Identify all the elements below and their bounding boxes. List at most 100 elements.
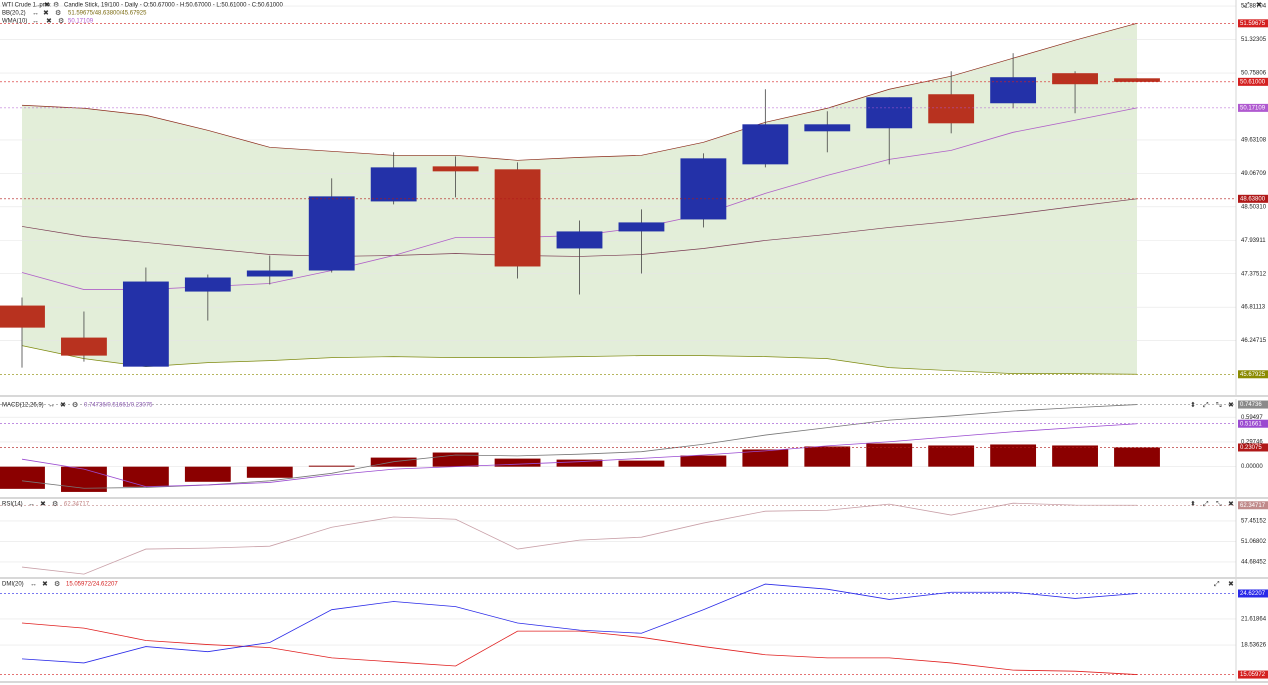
histogram-bar xyxy=(990,444,1037,467)
y-tick-label: 47.37512 xyxy=(1241,271,1267,277)
histogram-bar xyxy=(928,445,975,467)
icon[interactable]: ⚙ xyxy=(54,580,60,588)
y-tick-label: 18.53626 xyxy=(1241,643,1267,649)
icon[interactable]: ↔ xyxy=(32,10,39,17)
candle-body xyxy=(990,77,1037,104)
price-label: 24.62207 xyxy=(1240,591,1266,597)
candle-body xyxy=(184,277,231,292)
price-label: 15.05972 xyxy=(1240,672,1266,678)
candle-body xyxy=(928,94,975,124)
icon[interactable]: ↔ xyxy=(32,18,39,25)
candle-body xyxy=(246,270,293,277)
signal-line xyxy=(21,423,1138,488)
price-label-box xyxy=(1238,443,1268,452)
legend-text: 51.59675/48.63800/45.67925 xyxy=(68,11,147,17)
icon[interactable]: ↔ xyxy=(28,501,35,508)
y-tick-label: 0.00000 xyxy=(1241,464,1263,470)
legend-text: BB(20,2) xyxy=(2,11,26,17)
legend-text: DMI(20) xyxy=(2,582,24,588)
icon[interactable]: ✖ xyxy=(42,581,48,588)
y-tick-label: 46.81113 xyxy=(1241,305,1266,311)
icon[interactable]: ↔ xyxy=(30,581,37,588)
price-label-box xyxy=(1238,103,1268,112)
price-label: 0.51661 xyxy=(1240,421,1262,427)
legend-text: WMA(10) xyxy=(2,19,27,25)
histogram-bar xyxy=(1114,447,1160,467)
panel-icons: ↔ ✖ ⚙ ↔ ✖ ⚙ ↔ ✖ ⚙ ↔ ✖ ⚙ ↔ ✖ ⚙ ↔ ✖ ⚙ ⤢ ✖ … xyxy=(28,1,1262,588)
histogram-bar xyxy=(742,449,789,467)
price-label: 48.63800 xyxy=(1240,196,1266,202)
histogram-bar xyxy=(680,455,727,467)
legend-text: 50.17109 xyxy=(68,19,94,25)
y-tick-label: 51.32305 xyxy=(1241,37,1267,43)
y-tick-label: 21.61864 xyxy=(1241,617,1267,623)
icon[interactable]: ⤡ xyxy=(1216,501,1222,508)
legend-text: RSI(14) xyxy=(2,502,23,508)
price-label-box xyxy=(1238,670,1268,679)
icon[interactable]: ↔ xyxy=(48,402,55,409)
icon[interactable]: ✖ xyxy=(46,18,52,25)
icon[interactable]: ✖ xyxy=(60,402,66,409)
y-tick-label: 50.75806 xyxy=(1241,71,1267,77)
price-label: 50.61000 xyxy=(1240,79,1266,85)
icon[interactable]: ⤢ xyxy=(1203,501,1209,508)
histogram-bar xyxy=(0,466,45,489)
icon[interactable]: ↔ xyxy=(36,2,43,9)
icon[interactable]: ⤡ xyxy=(1216,402,1222,409)
histogram-bar xyxy=(556,459,603,467)
candle-body xyxy=(370,167,417,202)
icon[interactable]: ⚙ xyxy=(52,500,58,508)
icon[interactable]: ⤢ xyxy=(1244,2,1250,9)
icon[interactable]: ⤢ xyxy=(1214,581,1220,588)
candle-body xyxy=(122,281,169,367)
icon[interactable]: ✖ xyxy=(40,501,46,508)
histogram-bar xyxy=(1052,445,1098,467)
band-line xyxy=(21,345,1138,375)
price-label-box xyxy=(1238,419,1268,428)
price-label-box xyxy=(1238,501,1268,510)
indicator-line xyxy=(21,622,1138,675)
icon[interactable]: ✖ xyxy=(1256,2,1262,9)
candle-body xyxy=(742,124,789,165)
icon[interactable]: ⚙ xyxy=(72,401,78,409)
icon[interactable]: ⬍ xyxy=(1190,401,1196,409)
legend-text: WTI Crude 1. pmx xyxy=(2,3,51,9)
price-label: 50.17109 xyxy=(1240,105,1266,111)
icon[interactable]: ✖ xyxy=(1228,501,1234,508)
candle-body xyxy=(680,158,727,220)
histogram-bar xyxy=(494,458,541,467)
legend-text: 0.74736/0.51661/0.23075 xyxy=(84,403,153,409)
icon[interactable]: ✖ xyxy=(1228,402,1234,409)
band-fill xyxy=(22,23,1137,375)
legend-text: Candle Stick, 19/100 - Daily - O:50.6700… xyxy=(64,3,283,9)
icon[interactable]: ⚙ xyxy=(55,9,61,17)
y-tick-label: 0.29746 xyxy=(1241,440,1263,446)
price-label-box xyxy=(1238,589,1268,598)
icon[interactable]: ✖ xyxy=(1228,581,1234,588)
candle-body xyxy=(804,124,851,132)
price-label: 0.74736 xyxy=(1240,402,1262,408)
price-label-box xyxy=(1238,370,1268,379)
icon[interactable]: ✖ xyxy=(43,10,49,17)
histogram-bar xyxy=(804,446,851,467)
icon[interactable]: ⬍ xyxy=(1190,500,1196,508)
candle-body xyxy=(61,337,107,356)
indicator-line xyxy=(21,502,1138,575)
histogram-bar xyxy=(618,460,665,467)
candle-body xyxy=(866,97,913,129)
y-tick-label: 46.24715 xyxy=(1241,338,1267,344)
icon[interactable]: ⚙ xyxy=(58,17,64,25)
indicator-line xyxy=(21,583,1138,664)
icon[interactable]: ⚙ xyxy=(53,1,59,9)
price-label: 0.23075 xyxy=(1240,445,1262,451)
candle-body xyxy=(432,166,479,172)
candle-body xyxy=(618,222,665,232)
price-label-box xyxy=(1238,77,1268,86)
icon[interactable]: ✖ xyxy=(44,2,50,9)
y-tick-label: 57.45152 xyxy=(1241,519,1267,525)
icon[interactable]: ⤢ xyxy=(1203,402,1209,409)
histogram-bar xyxy=(246,466,293,478)
y-tick-label: 47.93911 xyxy=(1241,238,1266,244)
price-label-box xyxy=(1238,400,1268,409)
candle-body xyxy=(308,196,355,271)
